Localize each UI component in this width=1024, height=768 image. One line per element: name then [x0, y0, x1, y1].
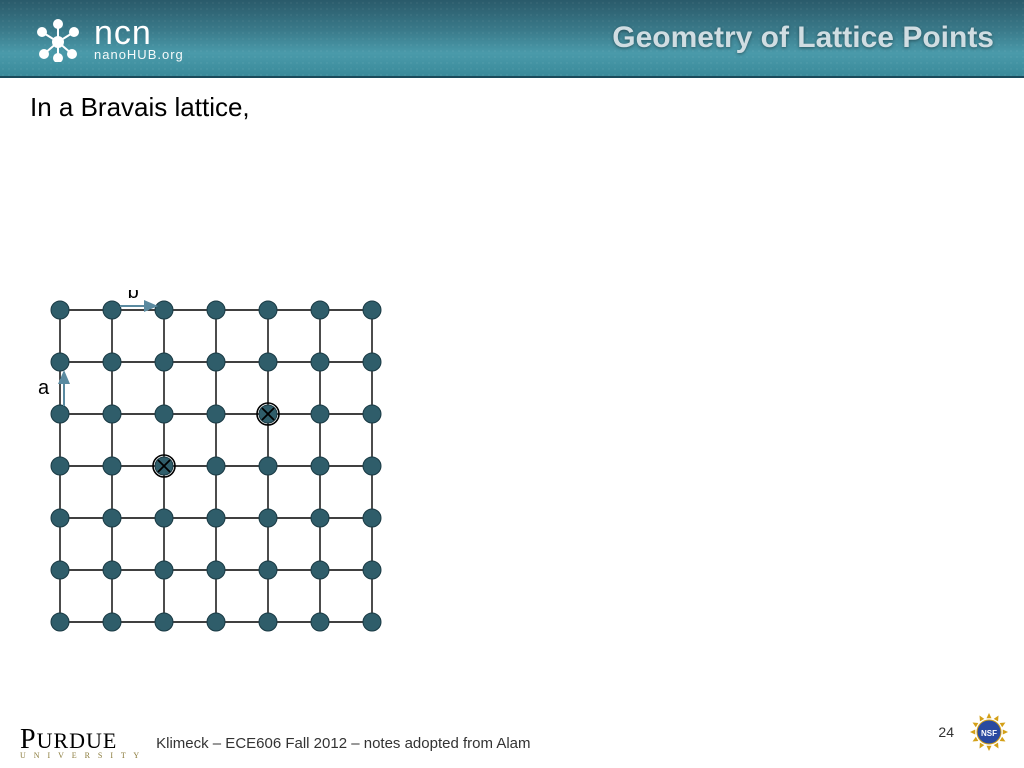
lattice-node	[207, 353, 225, 371]
lattice-node	[311, 509, 329, 527]
lattice-node	[103, 405, 121, 423]
lattice-node	[311, 457, 329, 475]
lattice-node	[363, 509, 381, 527]
lattice-node	[103, 613, 121, 631]
lattice-node	[155, 353, 173, 371]
logo-main-text: ncn	[94, 16, 184, 50]
slide-footer: PURDUE U N I V E R S I T Y Klimeck – ECE…	[0, 718, 1024, 768]
lattice-node	[363, 301, 381, 319]
lattice-node	[259, 353, 277, 371]
lattice-node	[311, 301, 329, 319]
lattice-node	[51, 457, 69, 475]
slide-title: Geometry of Lattice Points	[612, 21, 994, 55]
lattice-node	[363, 561, 381, 579]
lattice-node	[259, 457, 277, 475]
ncn-network-icon	[30, 14, 86, 62]
lattice-node	[311, 405, 329, 423]
logo-sub-text: nanoHUB.org	[94, 48, 184, 61]
lattice-node	[51, 509, 69, 527]
lattice-node	[363, 405, 381, 423]
ncn-logo: ncn nanoHUB.org	[30, 14, 184, 62]
lattice-node	[103, 301, 121, 319]
lattice-node	[259, 613, 277, 631]
lattice-node	[155, 405, 173, 423]
lattice-node	[259, 509, 277, 527]
lattice-node	[311, 561, 329, 579]
lattice-node	[207, 509, 225, 527]
intro-text: In a Bravais lattice,	[30, 92, 250, 123]
page-number: 24	[938, 724, 954, 740]
lattice-node	[51, 301, 69, 319]
lattice-node	[363, 353, 381, 371]
lattice-node	[155, 613, 173, 631]
lattice-node	[103, 561, 121, 579]
lattice-node	[259, 561, 277, 579]
lattice-node	[103, 353, 121, 371]
footer-note: Klimeck – ECE606 Fall 2012 – notes adopt…	[156, 735, 530, 752]
nsf-label: NSF	[981, 729, 997, 738]
lattice-node	[259, 301, 277, 319]
lattice-node	[311, 353, 329, 371]
lattice-node	[363, 613, 381, 631]
lattice-node	[155, 561, 173, 579]
lattice-node	[51, 405, 69, 423]
lattice-node	[51, 353, 69, 371]
purdue-main: PURDUE	[20, 726, 142, 754]
lattice-node	[207, 301, 225, 319]
lattice-node	[51, 613, 69, 631]
lattice-node	[207, 457, 225, 475]
ncn-logo-text: ncn nanoHUB.org	[94, 16, 184, 61]
purdue-logo: PURDUE U N I V E R S I T Y	[20, 726, 142, 760]
lattice-node	[103, 509, 121, 527]
lattice-node	[51, 561, 69, 579]
lattice-node	[155, 509, 173, 527]
lattice-node	[311, 613, 329, 631]
lattice-node	[363, 457, 381, 475]
purdue-sub: U N I V E R S I T Y	[20, 752, 142, 760]
lattice-node	[207, 613, 225, 631]
lattice-node	[155, 301, 173, 319]
lattice-node	[207, 561, 225, 579]
axis-label-b: b	[128, 290, 139, 303]
lattice-node	[103, 457, 121, 475]
slide-header: ncn nanoHUB.org Geometry of Lattice Poin…	[0, 0, 1024, 78]
lattice-diagram: ab	[20, 290, 460, 695]
lattice-node	[207, 405, 225, 423]
axis-label-a: a	[38, 377, 50, 399]
nsf-badge-icon: NSF	[968, 711, 1010, 758]
